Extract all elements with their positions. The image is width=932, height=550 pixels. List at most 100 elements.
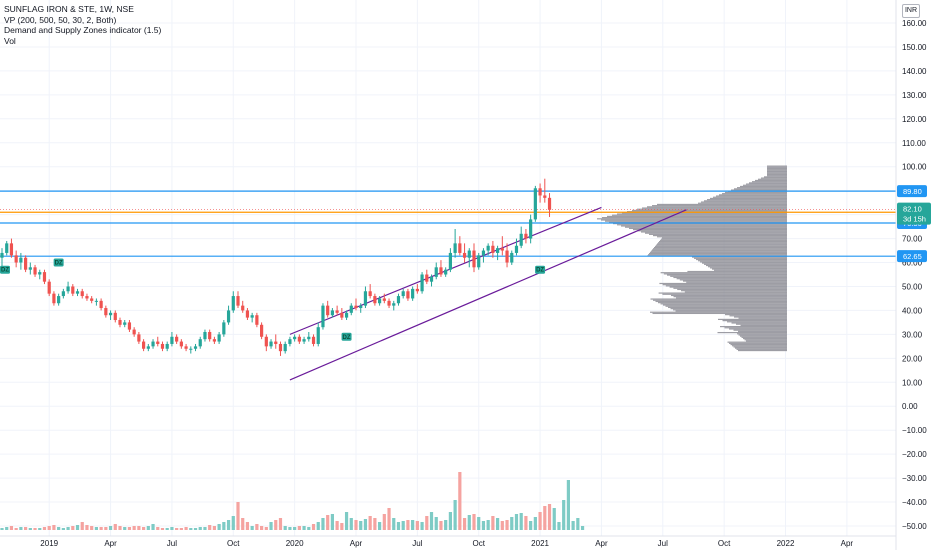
candle-body bbox=[212, 339, 216, 342]
bar-countdown-label: 3d 15h bbox=[903, 215, 926, 224]
volume-bar bbox=[538, 512, 542, 530]
volume-profile-bar bbox=[764, 176, 787, 178]
volume-bar bbox=[142, 527, 146, 530]
symbol-title[interactable]: SUNFLAG IRON & STE, 1W, NSE bbox=[4, 4, 134, 14]
volume-bar bbox=[533, 517, 537, 530]
volume-profile-bar bbox=[731, 189, 787, 191]
indicator-volume-label[interactable]: Vol bbox=[4, 35, 16, 46]
volume-bar bbox=[519, 513, 523, 530]
price-axis[interactable]: 160.00 150.00 140.00 130.00 120.00 110.00 100.… bbox=[902, 19, 927, 531]
time-axis[interactable]: 2019 Apr Jul Oct 2020 Apr Jul Oct 2021 Apr Jul Oct 2… bbox=[0, 535, 896, 548]
volume-bar bbox=[156, 527, 160, 530]
volume-profile-bar bbox=[665, 305, 787, 307]
price-tick-label: 130.00 bbox=[902, 91, 927, 100]
candle-body bbox=[293, 336, 297, 340]
volume-profile-bar bbox=[717, 331, 787, 334]
volume-bar bbox=[434, 517, 438, 530]
candle-body bbox=[57, 296, 61, 304]
candle-body bbox=[104, 308, 108, 316]
candle-body bbox=[321, 305, 325, 328]
candle-body bbox=[80, 291, 84, 297]
volume-bar bbox=[363, 519, 368, 530]
candle-body bbox=[274, 341, 278, 344]
time-tick-label: Apr bbox=[350, 539, 363, 548]
candle-body bbox=[175, 336, 179, 342]
volume-bar bbox=[335, 521, 339, 530]
volume-bar bbox=[283, 526, 287, 530]
candle-body bbox=[406, 291, 410, 299]
candle-body bbox=[448, 252, 452, 270]
candle-body bbox=[434, 267, 438, 277]
volume-profile-bar bbox=[650, 251, 787, 253]
volume-bar bbox=[75, 525, 80, 530]
candle-body bbox=[529, 219, 533, 239]
currency-badge[interactable]: INR bbox=[902, 4, 920, 18]
volume-profile-bar bbox=[736, 323, 787, 325]
candle-body bbox=[340, 312, 344, 318]
volume-bar bbox=[42, 527, 47, 530]
candle-body bbox=[429, 276, 434, 282]
candle-body bbox=[179, 341, 183, 347]
candle-body bbox=[425, 274, 429, 282]
candle-body bbox=[439, 267, 443, 275]
volume-profile-bar bbox=[692, 256, 787, 258]
candle-body bbox=[108, 312, 113, 316]
candle-body bbox=[547, 197, 552, 210]
volume-profile-bar bbox=[673, 287, 787, 289]
volume-bar bbox=[562, 500, 566, 530]
candle-body bbox=[387, 300, 391, 306]
price-line-badge bbox=[897, 250, 927, 263]
price-tick-label: 60.00 bbox=[902, 259, 923, 268]
volume-profile-bar bbox=[658, 302, 787, 304]
candle-body bbox=[491, 245, 495, 253]
time-tick-label: Jul bbox=[412, 539, 422, 548]
volume-profile-bar bbox=[673, 296, 787, 298]
volume-profile-bar bbox=[704, 263, 787, 265]
volume-profile-bar bbox=[719, 194, 787, 196]
demand-zone-badge bbox=[53, 258, 64, 267]
candle-body bbox=[477, 255, 481, 268]
candle-body bbox=[373, 296, 377, 304]
candle-body bbox=[344, 312, 349, 318]
price-line-badge-label: 89.80 bbox=[903, 187, 922, 196]
volume-profile-bar bbox=[704, 200, 787, 202]
candle-body bbox=[170, 336, 174, 344]
volume-profile-bar bbox=[731, 322, 787, 324]
volume-profile-bar bbox=[729, 328, 787, 330]
volume-profile-bar bbox=[725, 314, 787, 316]
candle-body bbox=[363, 291, 368, 306]
volume-bar bbox=[236, 502, 240, 530]
candle-body bbox=[90, 298, 94, 301]
candle-body bbox=[113, 312, 117, 321]
candle-body bbox=[38, 272, 42, 275]
demand-zone-badge bbox=[535, 265, 546, 274]
volume-profile-bar bbox=[652, 205, 787, 207]
volume-profile-bar bbox=[701, 201, 787, 203]
volume-profile-bar bbox=[698, 260, 787, 262]
volume-profile-bar bbox=[702, 262, 787, 264]
demand-zone-label: DZ bbox=[1, 268, 9, 274]
volume-bar bbox=[293, 527, 297, 530]
candle-body bbox=[226, 310, 231, 323]
candle-body bbox=[467, 250, 471, 258]
volume-profile-bar bbox=[663, 304, 787, 306]
time-tick-label: 2020 bbox=[286, 539, 304, 548]
price-tick-label: −10.00 bbox=[902, 426, 927, 435]
volume-bar bbox=[288, 527, 292, 530]
volume-profile-bar bbox=[734, 316, 787, 318]
volume-bar bbox=[543, 506, 547, 530]
demand-zone-label: DZ bbox=[343, 335, 351, 341]
indicator-volume-profile-label[interactable]: VP (200, 500, 50, 30, 2, Both) bbox=[4, 14, 117, 25]
candle-body bbox=[278, 343, 283, 352]
volume-bar bbox=[231, 516, 235, 530]
price-tick-label: 110.00 bbox=[902, 139, 926, 148]
indicator-demand-supply-label[interactable]: Demand and Supply Zones indicator (1.5) bbox=[4, 25, 162, 35]
candle-body bbox=[198, 339, 202, 347]
volume-profile-bar bbox=[662, 293, 787, 295]
volume-bar bbox=[316, 522, 320, 530]
price-line-badge-label: 62.65 bbox=[903, 252, 922, 261]
volume-profile-bar bbox=[713, 196, 787, 198]
volume-profile-bar bbox=[660, 272, 787, 274]
volume-bar bbox=[80, 522, 84, 530]
